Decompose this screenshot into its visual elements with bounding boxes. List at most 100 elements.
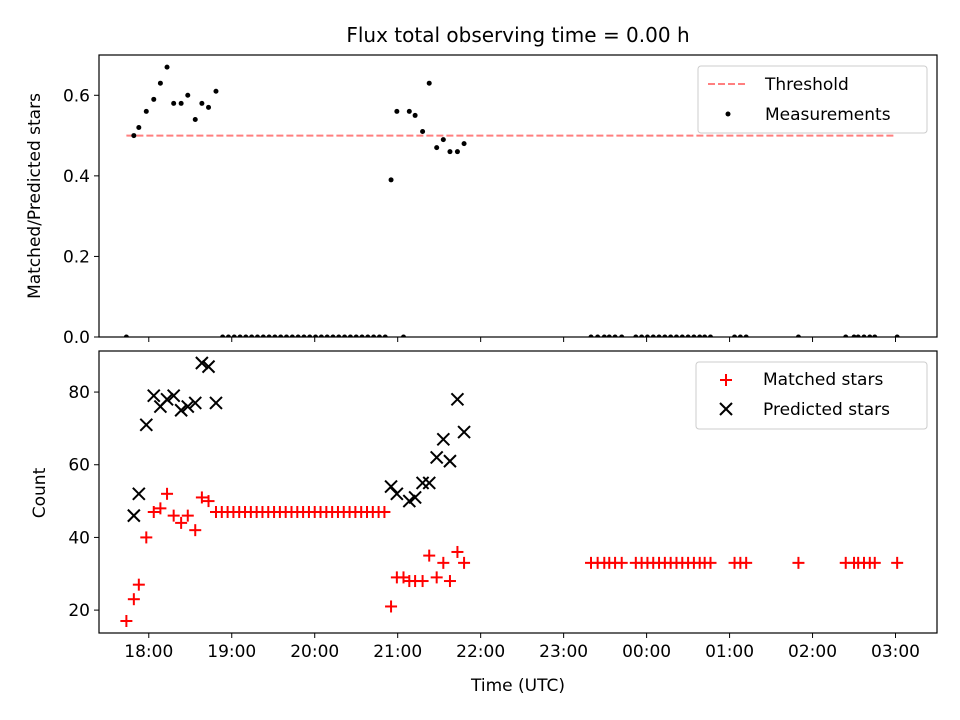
measurement-point	[447, 149, 453, 155]
matched-point	[437, 556, 450, 569]
measurement-point	[872, 334, 878, 337]
measurement-point	[353, 334, 359, 337]
measurement-point	[376, 334, 382, 337]
ratio-y-tick-label: 0.6	[63, 86, 90, 106]
measurement-point	[420, 129, 426, 135]
measurement-point	[192, 116, 198, 122]
matched-point	[868, 556, 881, 569]
measurement-point	[855, 334, 861, 337]
measurement-point	[707, 334, 713, 337]
predicted-point	[181, 399, 195, 414]
measurement-point	[894, 334, 900, 337]
measurement-point	[612, 334, 618, 337]
measurement-point	[131, 133, 137, 139]
measurement-point	[673, 334, 679, 337]
measurement-point	[359, 334, 365, 337]
matched-point	[189, 524, 202, 537]
count-panel: 20 40 60 80 18:00 19:00 20:00 21:00 22:00 23:00 0…	[30, 350, 938, 696]
measurement-point	[656, 334, 662, 337]
measurement-point	[171, 100, 177, 106]
predicted-legend-marker	[719, 402, 733, 416]
predicted-point	[195, 356, 209, 370]
measurement-point	[123, 334, 129, 337]
measurement-point	[301, 334, 307, 337]
measurement-point	[266, 334, 272, 337]
measurement-point	[606, 334, 612, 337]
predicted-point	[422, 476, 436, 490]
ratio-y-tick-label: 0.4	[63, 167, 90, 187]
measurement-point	[347, 334, 353, 337]
matched-point	[740, 556, 753, 569]
count-x-tick-label: 19:00	[207, 642, 256, 662]
matched-point	[140, 531, 153, 544]
threshold-legend-label: Threshold	[764, 75, 849, 95]
measurement-point	[650, 334, 656, 337]
measurement-point	[231, 334, 237, 337]
count-x-tick-label: 02:00	[788, 642, 837, 662]
count-y-axis-label: Count	[30, 467, 50, 518]
measurement-point	[426, 80, 432, 86]
predicted-point	[209, 396, 223, 410]
predicted-point	[139, 418, 154, 432]
measurement-point	[249, 334, 255, 337]
ratio-plot-area	[123, 64, 900, 337]
matched-point	[147, 505, 160, 518]
x-axis-label: Time (UTC)	[470, 676, 565, 696]
measurements-legend-marker	[725, 111, 731, 117]
predicted-point	[408, 490, 422, 505]
predicted-point	[384, 479, 398, 494]
measurement-point	[737, 334, 743, 337]
matched-point	[132, 578, 145, 591]
count-x-tick-label: 18:00	[124, 642, 173, 662]
measurement-point	[601, 334, 607, 337]
measurement-point	[157, 80, 163, 86]
predicted-point	[415, 476, 430, 490]
measurement-point	[213, 88, 219, 94]
measurement-point	[662, 334, 668, 337]
ratio-y-tick-label: 0.2	[63, 247, 90, 267]
count-x-ticks: 18:00 19:00 20:00 21:00 22:00 23:00 00:00 01:00…	[124, 633, 920, 662]
matched-point	[451, 545, 464, 558]
count-x-tick-label: 20:00	[290, 642, 339, 662]
count-axes-frame	[98, 350, 938, 634]
count-y-tick-label: 40	[68, 528, 90, 548]
measurement-point	[313, 334, 319, 337]
measurement-point	[324, 334, 330, 337]
ratio-legend: Threshold Measurements	[697, 65, 928, 134]
measurement-point	[743, 334, 749, 337]
measurement-point	[243, 334, 249, 337]
measurement-point	[336, 334, 342, 337]
measurement-point	[588, 334, 594, 337]
measurement-point	[388, 177, 394, 183]
count-x-tick-label: 00:00	[622, 642, 671, 662]
predicted-legend-label: Predicted stars	[763, 400, 890, 420]
measurement-point	[702, 334, 708, 337]
predicted-point	[127, 508, 141, 523]
count-y-ticks: 20 40 60 80	[68, 383, 99, 621]
matched-point	[167, 509, 180, 522]
count-x-tick-label: 03:00	[871, 642, 920, 662]
ratio-y-tick-label: 0.0	[63, 328, 90, 348]
measurement-point	[307, 334, 313, 337]
ratio-panel: 0.0 0.2 0.4 0.6 Matched/Predicted stars Thr…	[25, 54, 938, 348]
count-x-tick-label: 23:00	[539, 642, 588, 662]
ratio-marks	[123, 64, 900, 337]
measurement-point	[330, 334, 336, 337]
count-x-tick-label: 22:00	[456, 642, 505, 662]
ratio-legend-box	[697, 65, 928, 134]
count-y-tick-label: 80	[68, 383, 90, 403]
predicted-point	[457, 425, 471, 439]
measurement-point	[278, 334, 284, 337]
matched-point	[430, 571, 443, 584]
measurement-point	[679, 334, 685, 337]
measurements-legend-label: Measurements	[765, 105, 891, 125]
ratio-axes-frame	[98, 54, 938, 338]
measurement-point	[260, 334, 266, 337]
predicted-point	[436, 432, 451, 447]
matched-point	[423, 549, 436, 562]
predicted-point	[188, 396, 202, 410]
matched-point	[792, 556, 805, 569]
ratio-y-ticks: 0.0 0.2 0.4 0.6	[63, 86, 99, 348]
matched-point	[458, 556, 471, 569]
